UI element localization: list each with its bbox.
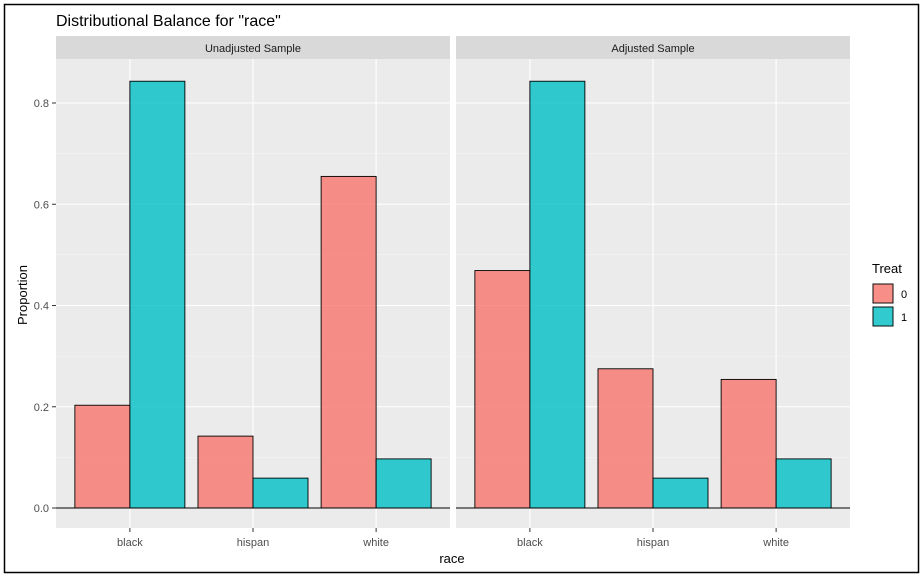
facet-strip-label: Unadjusted Sample — [205, 43, 301, 55]
y-axis-label: Proportion — [15, 265, 30, 325]
bar-hispan-treat-1 — [252, 477, 309, 509]
bar-white-treat-0 — [720, 378, 777, 509]
bar-white-treat-0 — [320, 175, 377, 509]
legend: Treat 0 1 — [872, 261, 907, 327]
legend-label: 1 — [901, 312, 907, 324]
x-tick-label: black — [517, 537, 543, 549]
x-axis-label: race — [439, 551, 464, 566]
x-tick-label: white — [362, 537, 389, 549]
facet-strip — [456, 36, 850, 59]
y-tick-label: 0.6 — [34, 199, 49, 211]
facet-strip-label: Adjusted Sample — [611, 43, 694, 55]
facet-panel: Adjusted Sample black hispan white — [456, 36, 850, 549]
bar-hispan-treat-0 — [597, 368, 654, 509]
legend-swatch-0 — [872, 283, 894, 304]
x-tick-label: black — [117, 537, 143, 549]
legend-label: 0 — [901, 289, 907, 301]
bar-hispan-treat-1 — [652, 477, 709, 509]
bar-black-treat-1 — [529, 80, 586, 509]
x-tick-label: hispan — [237, 537, 269, 549]
legend-title: Treat — [872, 261, 902, 276]
bar-black-treat-0 — [474, 270, 531, 509]
bar-hispan-treat-0 — [197, 435, 254, 509]
bar-white-treat-1 — [375, 458, 432, 509]
facet-panel: Unadjusted Sample black hispan white — [56, 36, 450, 549]
x-tick-label: hispan — [637, 537, 669, 549]
facet-strip — [56, 36, 450, 59]
bar-black-treat-0 — [74, 404, 131, 509]
bar-black-treat-1 — [129, 80, 186, 509]
y-tick-label: 0.4 — [34, 301, 49, 313]
legend-swatch-1 — [872, 306, 894, 327]
y-tick-label: 0.8 — [34, 98, 49, 110]
y-tick-label: 0.0 — [34, 503, 49, 515]
y-axis: 0.0 0.2 0.4 0.6 0.8 — [34, 98, 56, 515]
chart-title: Distributional Balance for "race" — [56, 13, 281, 30]
bar-white-treat-1 — [775, 458, 832, 509]
y-tick-label: 0.2 — [34, 402, 49, 414]
x-tick-label: white — [762, 537, 789, 549]
